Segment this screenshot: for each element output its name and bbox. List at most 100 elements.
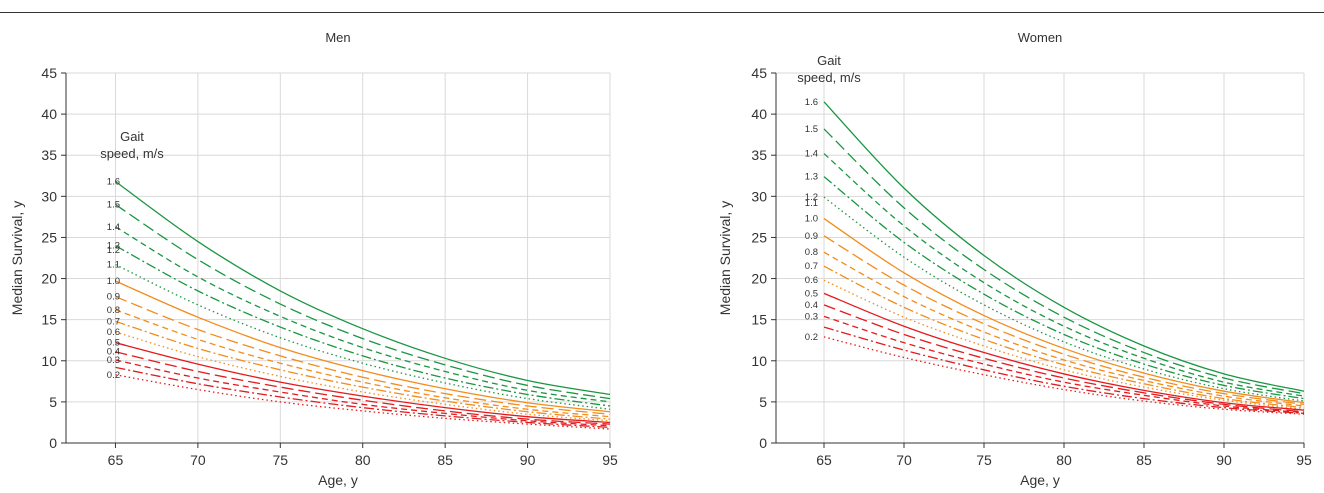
x-tick-label: 80	[1056, 452, 1072, 468]
series-label: 0.3	[805, 311, 818, 322]
series-line-0-6	[823, 279, 1305, 410]
legend-title-line1: Gait	[120, 129, 144, 144]
y-tick-label: 25	[751, 229, 767, 245]
legend-title-line1: Gait	[817, 53, 841, 68]
y-tick-label: 20	[41, 271, 57, 287]
y-tick-label: 20	[751, 271, 767, 287]
x-tick-label: 70	[190, 452, 206, 468]
y-tick-label: 40	[751, 106, 767, 122]
y-tick-label: 30	[41, 188, 57, 204]
chart-title: Women	[1018, 30, 1063, 45]
x-axis-label: Age, y	[1020, 472, 1060, 488]
top-rule	[0, 12, 1324, 13]
series-label: 1.0	[107, 276, 120, 287]
x-tick-label: 70	[896, 452, 912, 468]
series-line-1-6	[115, 181, 611, 396]
series-label: 1.6	[107, 177, 120, 188]
series-label: 1.5	[107, 200, 120, 211]
series-line-0-3	[115, 359, 611, 427]
x-tick-label: 95	[602, 452, 618, 468]
y-tick-label: 10	[751, 353, 767, 369]
series-line-1-5	[115, 204, 611, 400]
series-label: 0.4	[805, 300, 818, 311]
series-label: 0.2	[805, 332, 818, 343]
x-tick-label: 65	[108, 452, 124, 468]
y-tick-label: 25	[41, 229, 57, 245]
series-line-unlabeled-13	[115, 366, 611, 429]
x-tick-label: 85	[1136, 452, 1152, 468]
chart-title: Men	[325, 30, 350, 45]
series-line-1-0	[115, 280, 611, 413]
chart-women: 0 5 10 15 20 25 30 35 40 45 65 70 75 80 85 90 95 Women Age…	[717, 30, 1312, 488]
series-line-0-5	[823, 292, 1305, 411]
series-label: 0.5	[107, 338, 120, 349]
series-label: 1.3	[107, 241, 120, 252]
series-line-0-4	[823, 304, 1305, 413]
legend-title-line2: speed, m/s	[100, 146, 164, 161]
series-line-0-7	[115, 320, 611, 420]
legend-title-line2: speed, m/s	[797, 70, 861, 85]
series-line-1-3	[823, 176, 1305, 400]
x-tick-label: 85	[437, 452, 453, 468]
y-tick-label: 10	[41, 353, 57, 369]
series-label: 0.4	[107, 347, 120, 358]
series-label: 1.5	[805, 124, 818, 135]
series-label: 1.3	[805, 172, 818, 183]
y-tick-label: 30	[751, 188, 767, 204]
series-label: 0.6	[107, 327, 120, 338]
series-label: 1.1	[805, 198, 818, 209]
series-line-1-1	[115, 263, 611, 410]
y-tick-label: 0	[49, 435, 57, 451]
chart-men: 0 5 10 15 20 25 30 35 40 45 65 70 75 80 85 90 95 Men Age, …	[9, 30, 618, 488]
x-tick-label: 75	[976, 452, 992, 468]
series-line-0-5	[115, 342, 611, 424]
series-label: 1.2	[107, 245, 120, 256]
series-line-1-5	[823, 128, 1305, 395]
series-label: 1.6	[805, 97, 818, 108]
y-axis-label: Median Survival, y	[717, 201, 733, 315]
series-label: 0.3	[107, 355, 120, 366]
series-line-0-3	[823, 315, 1305, 414]
series-line-0-8	[823, 251, 1305, 407]
series-line-1-0	[823, 217, 1305, 404]
series-line-0-4	[115, 351, 611, 425]
series-label: 0.7	[107, 316, 120, 327]
y-tick-label: 45	[41, 65, 57, 81]
y-tick-label: 45	[751, 65, 767, 81]
series-label: 0.7	[805, 261, 818, 272]
series-line-1-3	[115, 245, 611, 407]
x-tick-label: 90	[1216, 452, 1232, 468]
series-label: 1.4	[107, 222, 120, 233]
series-label: 0.9	[107, 292, 120, 303]
x-tick-label: 90	[520, 452, 536, 468]
series-label: 0.5	[805, 288, 818, 299]
series-label: 1.4	[805, 149, 818, 160]
series-label: 1.2	[805, 192, 818, 203]
y-tick-label: 15	[41, 312, 57, 328]
y-tick-label: 35	[751, 147, 767, 163]
series-label: 0.6	[805, 275, 818, 286]
x-tick-label: 65	[816, 452, 832, 468]
series-label: 0.8	[107, 305, 120, 316]
series-line-0-8	[115, 309, 611, 418]
series-label: 0.9	[805, 231, 818, 242]
y-tick-label: 5	[759, 394, 767, 410]
x-tick-label: 95	[1296, 452, 1312, 468]
series-label: 0.8	[805, 247, 818, 258]
series-line-unlabeled-13	[823, 326, 1305, 415]
y-tick-label: 0	[759, 435, 767, 451]
y-tick-label: 40	[41, 106, 57, 122]
series-line-0-9	[115, 296, 611, 415]
x-tick-label: 80	[355, 452, 371, 468]
y-tick-label: 5	[49, 394, 57, 410]
series-line-0-2	[115, 374, 611, 430]
series-line-0-7	[823, 265, 1305, 409]
series-line-1-6	[823, 101, 1305, 392]
series-label: 1.1	[107, 260, 120, 271]
y-tick-label: 15	[751, 312, 767, 328]
x-tick-label: 75	[273, 452, 289, 468]
series-line-0-9	[823, 235, 1305, 406]
series-line-1-2	[823, 196, 1305, 402]
series-line-0-6	[115, 331, 611, 422]
y-axis-label: Median Survival, y	[9, 201, 25, 315]
